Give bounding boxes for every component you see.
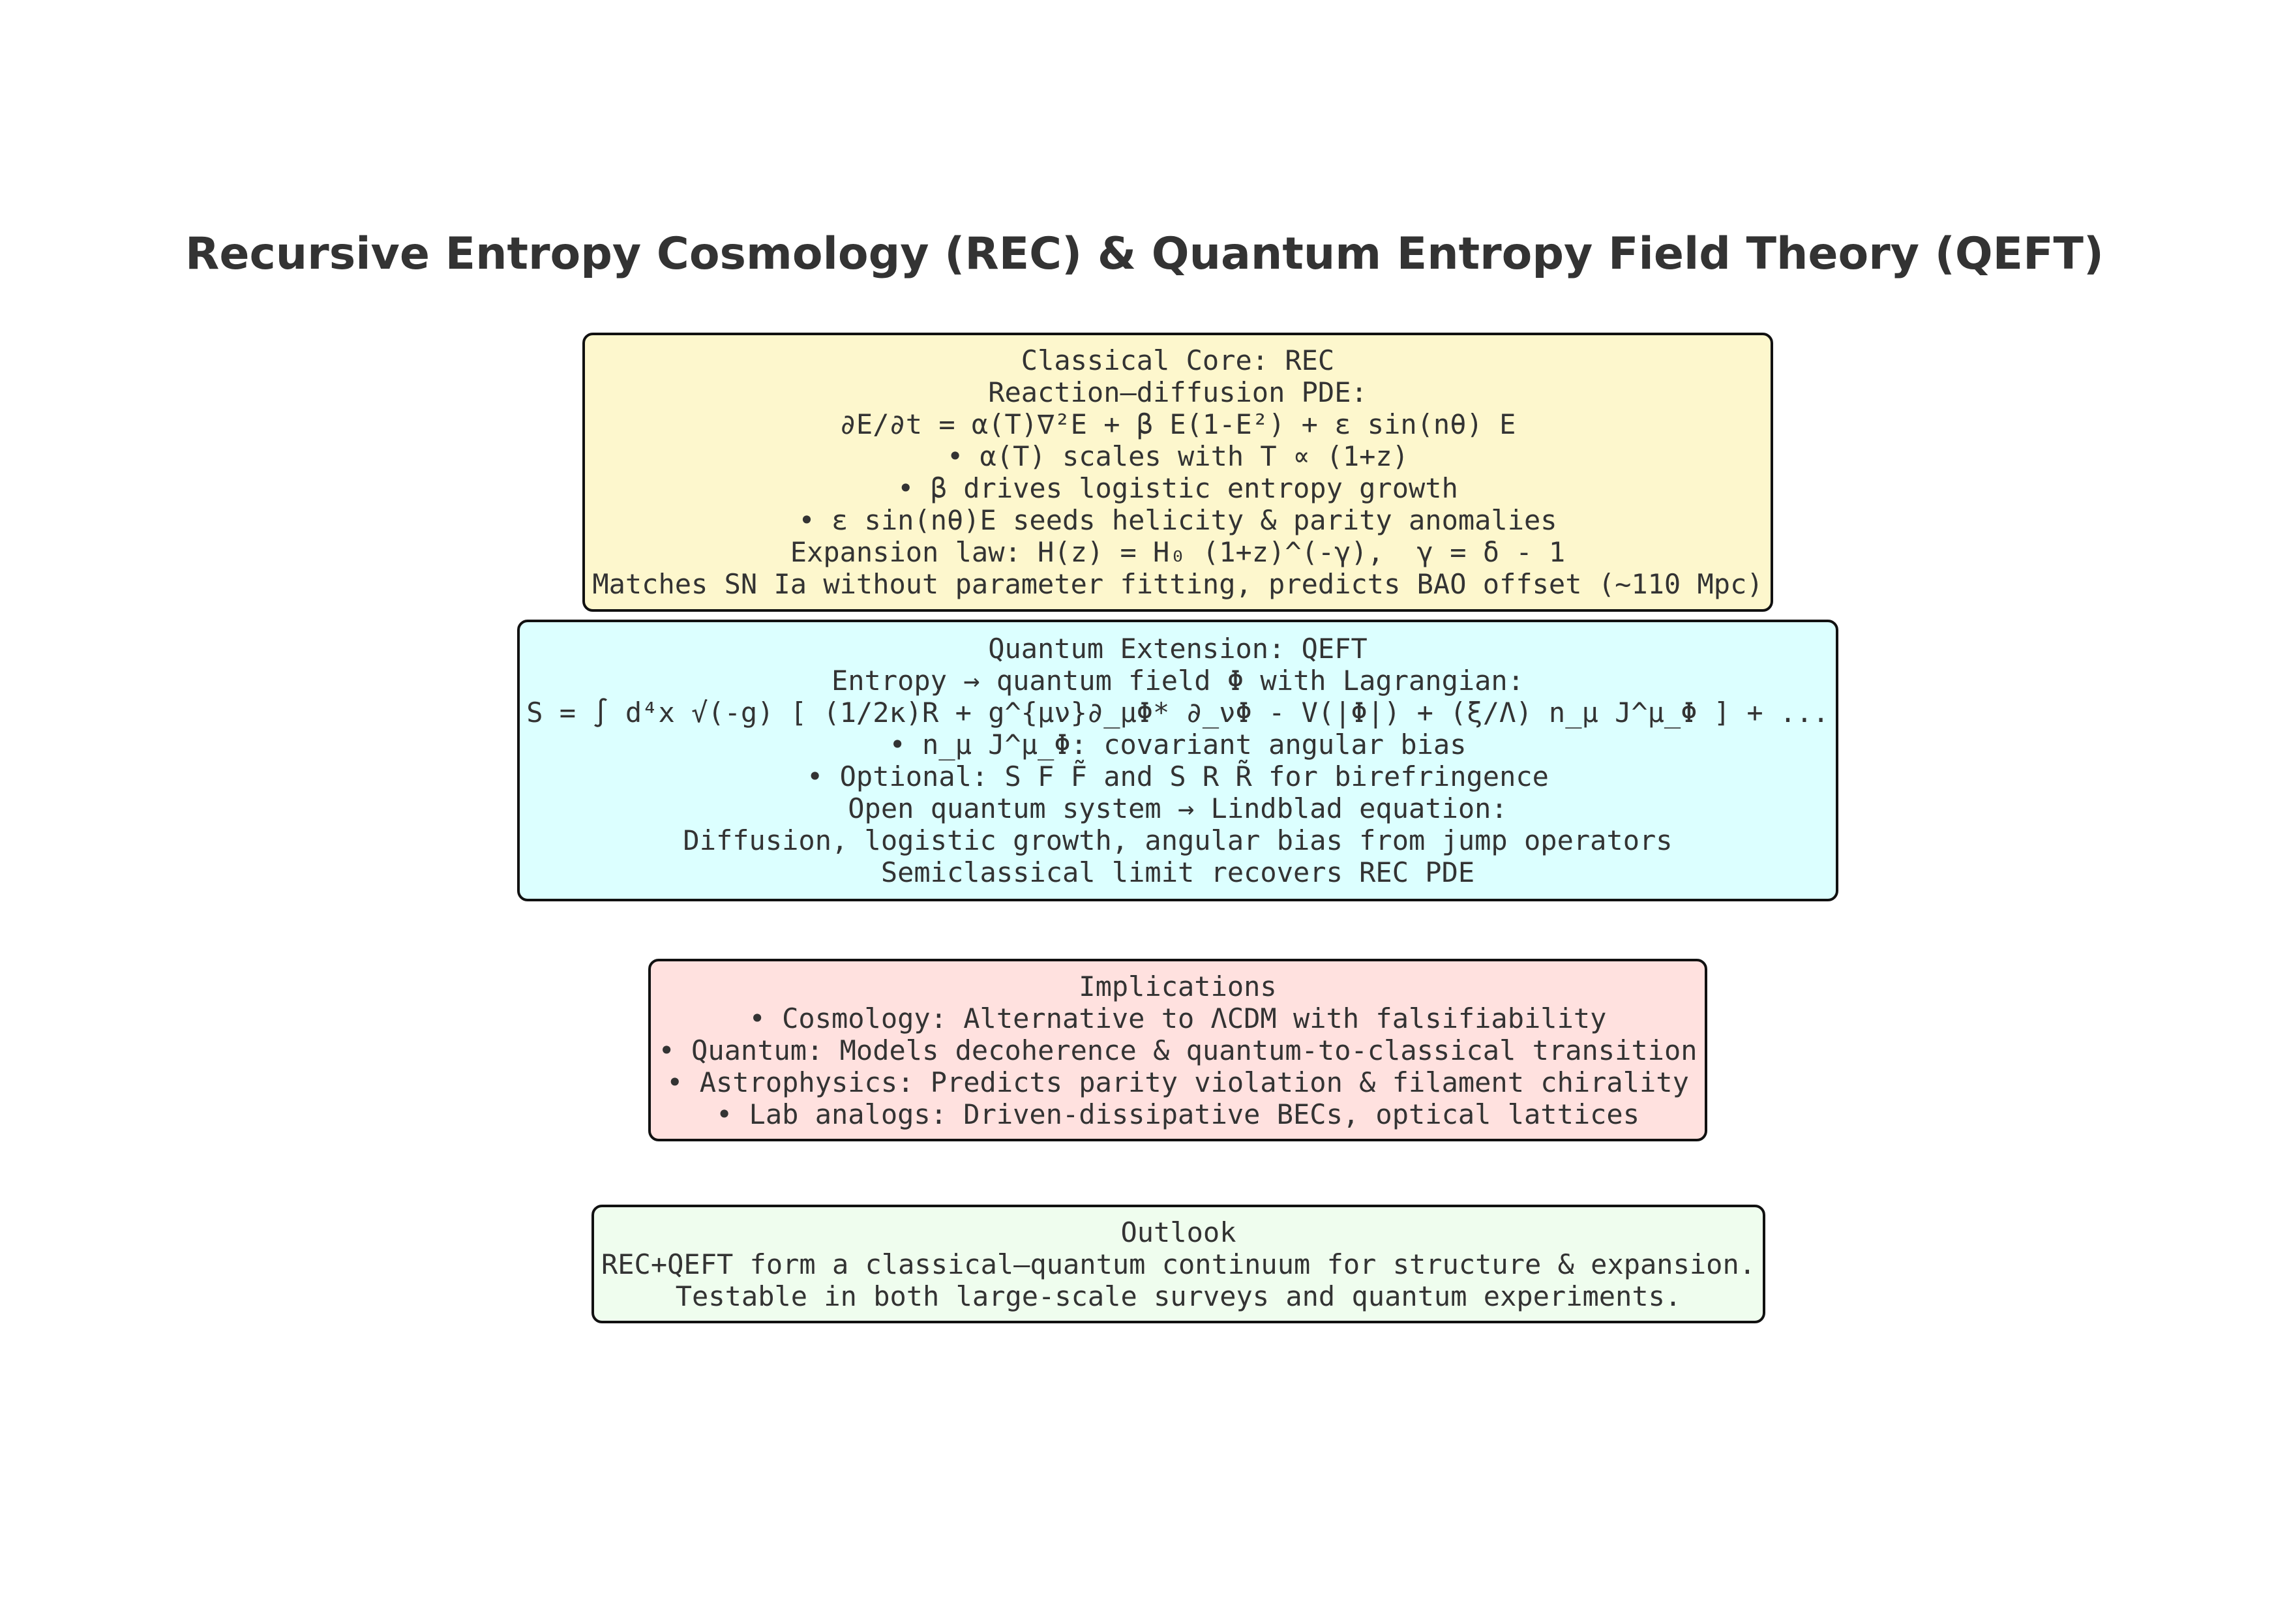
rec-line: • ε sin(nθ)E seeds helicity & parity ano… [798,504,1557,536]
implications-item: • Cosmology: Alternative to ΛCDM with fa… [749,1002,1607,1034]
rec-line: Reaction–diffusion PDE: [988,376,1368,408]
implications-heading: Implications [1079,970,1277,1002]
outlook-box: Outlook REC+QEFT form a classical–quantu… [591,1205,1765,1323]
qeft-line: Semiclassical limit recovers REC PDE [880,856,1475,888]
qeft-heading: Quantum Extension: QEFT [988,633,1368,665]
rec-heading: Classical Core: REC [1021,344,1335,376]
rec-equation: ∂E/∂t = α(T)∇²E + β E(1-E²) + ε sin(nθ) … [839,408,1516,440]
outlook-heading: Outlook [1120,1216,1236,1248]
qeft-line: Diffusion, logistic growth, angular bias… [683,824,1673,856]
outlook-line: Testable in both large-scale surveys and… [675,1280,1682,1312]
qeft-line: Open quantum system → Lindblad equation: [848,792,1508,824]
qeft-line: Entropy → quantum field Φ with Lagrangia… [831,665,1525,697]
implications-box: Implications • Cosmology: Alternative to… [648,959,1707,1141]
implications-item: • Lab analogs: Driven-dissipative BECs, … [715,1098,1640,1130]
outlook-line: REC+QEFT form a classical–quantum contin… [601,1248,1756,1280]
quantum-extension-qeft-box: Quantum Extension: QEFT Entropy → quantu… [517,620,1838,901]
classical-core-rec-box: Classical Core: REC Reaction–diffusion P… [582,333,1773,612]
qeft-action-equation: S = ∫ d⁴x √(-g) [ (1/2κ)R + g^{μν}∂_μΦ* … [526,697,1829,729]
implications-item: • Quantum: Models decoherence & quantum-… [658,1034,1698,1066]
implications-item: • Astrophysics: Predicts parity violatio… [666,1066,1689,1098]
rec-line: • α(T) scales with T ∝ (1+z) [946,440,1409,472]
rec-line: • β drives logistic entropy growth [897,472,1458,504]
rec-line: Matches SN Ia without parameter fitting,… [592,568,1763,600]
qeft-line: • n_μ J^μ_Φ: covariant angular bias [889,729,1467,760]
diagram-title: Recursive Entropy Cosmology (REC) & Quan… [185,228,2104,280]
rec-expansion-law: Expansion law: H(z) = H₀ (1+z)^(-γ), γ =… [790,536,1566,568]
qeft-line: • Optional: S F F̃ and S R R̃ for birefr… [807,760,1549,792]
